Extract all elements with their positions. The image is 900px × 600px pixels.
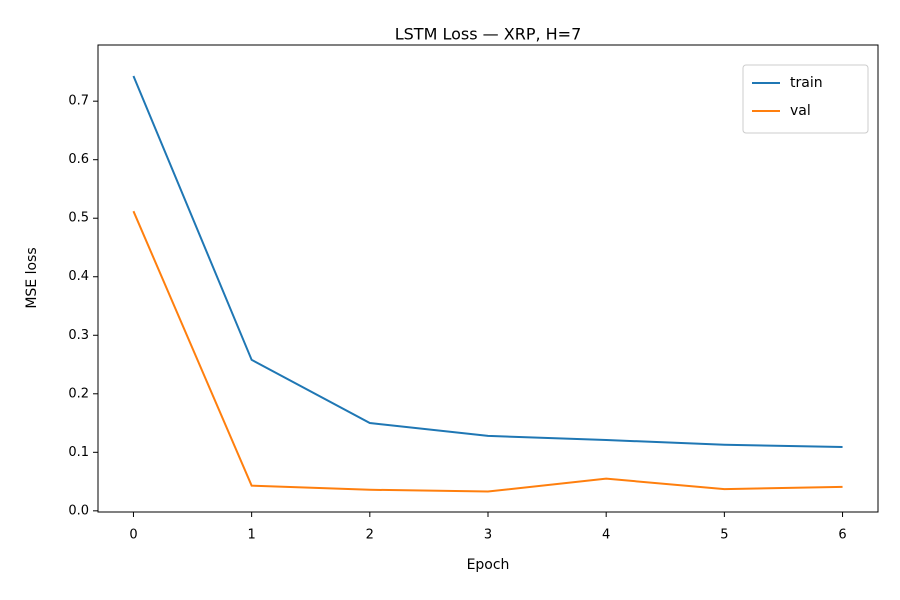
y-axis-label: MSE loss	[24, 247, 40, 308]
y-tick-label: 0.4	[68, 269, 89, 284]
chart-title: LSTM Loss — XRP, H=7	[395, 25, 582, 44]
y-tick-label: 0.0	[68, 503, 89, 518]
x-axis-label: Epoch	[467, 557, 510, 573]
x-tick-label: 3	[484, 528, 492, 543]
x-tick-label: 4	[602, 528, 610, 543]
line-series	[132, 210, 843, 493]
plot-frame	[97, 44, 879, 513]
y-tick-label: 0.5	[68, 211, 89, 226]
y-tick-label: 0.1	[68, 445, 89, 460]
x-tick-label: 5	[720, 528, 728, 543]
legend-label: val	[790, 103, 811, 119]
y-tick-label: 0.6	[68, 152, 89, 167]
x-tick-label: 0	[129, 528, 137, 543]
x-tick-label: 2	[366, 528, 374, 543]
x-tick-label: 1	[247, 528, 255, 543]
x-tick-label: 6	[838, 528, 846, 543]
y-tick-label: 0.2	[68, 386, 89, 401]
legend-label: train	[790, 75, 823, 91]
y-tick-label: 0.7	[68, 94, 89, 109]
line-series	[132, 75, 843, 449]
y-tick-label: 0.3	[68, 328, 89, 343]
